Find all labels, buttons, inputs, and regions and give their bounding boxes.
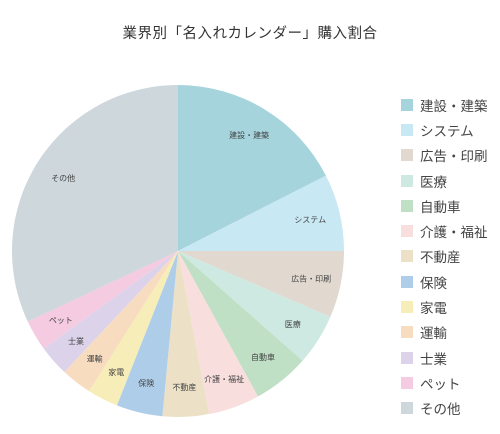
- legend-swatch-3: [401, 174, 413, 187]
- legend-label-9: 運輸: [420, 326, 447, 343]
- legend-label-0: 建設・建築: [420, 98, 488, 115]
- slice-label-7: 保険: [138, 378, 154, 388]
- pie-slice-10: [43, 251, 179, 373]
- legend-label-10: 士業: [420, 351, 447, 368]
- legend-swatch-9: [401, 326, 413, 339]
- slice-label-6: 不動産: [172, 382, 196, 392]
- legend-swatch-8: [401, 301, 413, 314]
- legend-swatch-11: [401, 376, 413, 389]
- slice-label-12: その他: [51, 173, 75, 183]
- legend-item-2: 広告・印刷: [401, 143, 488, 168]
- pie-slice-12: [12, 85, 178, 322]
- pie-slice-7: [116, 251, 178, 417]
- pie-slice-3: [178, 251, 331, 361]
- slice-label-3: 医療: [285, 319, 301, 329]
- slice-label-11: ペット: [49, 316, 73, 325]
- pie-slice-0: [178, 85, 326, 251]
- slice-label-10: 士業: [68, 336, 84, 346]
- pie-slice-6: [162, 251, 210, 417]
- slice-label-8: 家電: [108, 367, 124, 377]
- legend-swatch-12: [401, 402, 413, 415]
- legend-swatch-7: [401, 275, 413, 288]
- legend-label-8: 家電: [420, 301, 447, 318]
- legend-item-0: 建設・建築: [401, 92, 488, 117]
- legend-swatch-6: [401, 250, 413, 263]
- slice-label-4: 自動車: [251, 352, 275, 362]
- slice-label-2: 広告・印刷: [291, 274, 331, 284]
- legend-item-6: 不動産: [401, 244, 488, 269]
- legend-swatch-1: [401, 123, 413, 136]
- legend-label-1: システム: [420, 123, 474, 140]
- pie-slice-11: [27, 251, 178, 349]
- pie-slice-4: [178, 251, 303, 397]
- legend-swatch-4: [401, 199, 413, 212]
- legend-swatch-2: [401, 149, 413, 162]
- legend-item-3: 医療: [401, 168, 488, 193]
- legend-item-8: 家電: [401, 294, 488, 319]
- legend-label-3: 医療: [420, 174, 447, 191]
- legend-label-5: 介護・福祉: [420, 225, 488, 242]
- slice-label-5: 介護・福祉: [204, 374, 244, 384]
- legend-label-7: 保険: [420, 275, 447, 292]
- legend-label-2: 広告・印刷: [420, 149, 488, 166]
- slice-label-1: システム: [294, 215, 326, 224]
- pie-slice-2: [178, 251, 344, 317]
- pie-slice-1: [178, 175, 344, 251]
- legend-item-1: システム: [401, 117, 488, 142]
- pie-slice-8: [89, 251, 178, 406]
- chart-title: 業界別「名入れカレンダー」購入割合: [122, 26, 378, 42]
- legend-swatch-10: [401, 351, 413, 364]
- legend-item-5: 介護・福祉: [401, 218, 488, 243]
- legend-item-7: 保険: [401, 269, 488, 294]
- legend: 建設・建築システム広告・印刷医療自動車介護・福祉不動産保険家電運輸士業ペットその…: [401, 92, 488, 421]
- legend-label-11: ペット: [420, 376, 461, 393]
- legend-item-4: 自動車: [401, 193, 488, 218]
- slice-label-0: 建設・建築: [229, 130, 269, 140]
- slice-label-9: 運輸: [87, 354, 103, 364]
- legend-swatch-0: [401, 98, 413, 111]
- legend-label-4: 自動車: [420, 199, 461, 216]
- legend-item-11: ペット: [401, 370, 488, 395]
- legend-item-10: 士業: [401, 345, 488, 370]
- legend-swatch-5: [401, 225, 413, 238]
- pie-slice-9: [64, 251, 178, 392]
- legend-item-9: 運輸: [401, 320, 488, 345]
- legend-label-6: 不動産: [420, 250, 461, 267]
- legend-item-12: その他: [401, 396, 488, 421]
- pie-slice-5: [178, 251, 258, 415]
- legend-label-12: その他: [420, 402, 461, 419]
